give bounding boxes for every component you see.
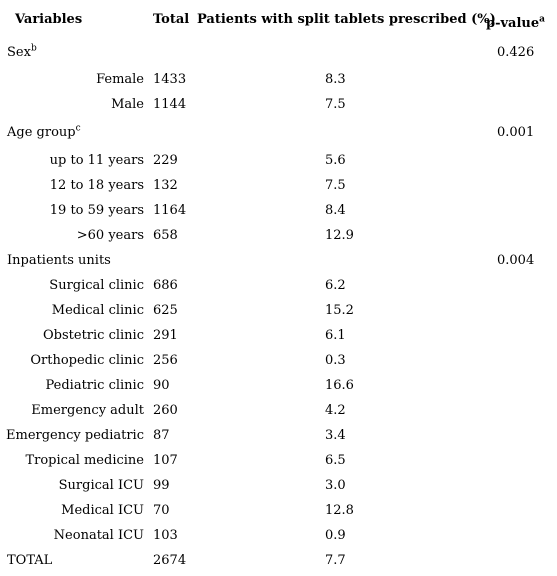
row-label: 12 to 18 years <box>49 178 144 193</box>
row-label: up to 11 years <box>49 153 144 168</box>
header-total: Total <box>153 12 190 27</box>
row-total: 686 <box>153 278 178 293</box>
row-total: 658 <box>153 228 178 243</box>
row-total: 90 <box>153 378 170 393</box>
header-pvalue-sup: a <box>539 14 545 25</box>
row-pct: 6.1 <box>325 328 346 343</box>
row-total: 291 <box>153 328 178 343</box>
row-label: >60 years <box>76 228 144 243</box>
row-label: Surgical ICU <box>58 478 144 493</box>
row-pct: 3.4 <box>325 428 346 443</box>
pvalue-units: 0.004 <box>497 253 535 268</box>
row-total: 256 <box>153 353 178 368</box>
row-label: Female <box>96 72 144 87</box>
row-pct: 6.5 <box>325 453 346 468</box>
row-total: 229 <box>153 153 178 168</box>
row-pct: 6.2 <box>325 278 346 293</box>
row-label: Orthopedic clinic <box>30 353 144 368</box>
row-total: 103 <box>153 528 178 543</box>
header-pct: Patients with split tablets prescribed (… <box>197 12 496 27</box>
section-title-sex: Sexb <box>7 44 37 61</box>
row-label: Obstetric clinic <box>43 328 144 343</box>
row-label: Neonatal ICU <box>53 528 144 543</box>
total-row-label: TOTAL <box>7 553 53 568</box>
row-pct: 8.4 <box>325 203 346 218</box>
row-total: 99 <box>153 478 170 493</box>
pvalue-sex: 0.426 <box>497 45 535 60</box>
row-pct: 3.0 <box>325 478 346 493</box>
header-pvalue: p-valuea <box>486 14 545 31</box>
total-row-total: 2674 <box>153 553 187 568</box>
row-label: Male <box>111 97 144 112</box>
row-pct: 5.6 <box>325 153 346 168</box>
row-total: 87 <box>153 428 170 443</box>
row-pct: 15.2 <box>325 303 354 318</box>
section-title-text: Sex <box>7 45 31 60</box>
row-label: Pediatric clinic <box>45 378 144 393</box>
row-total: 132 <box>153 178 178 193</box>
row-label: 19 to 59 years <box>49 203 144 218</box>
section-title-text: Age group <box>7 125 76 140</box>
section-title-sup: b <box>30 43 37 54</box>
row-pct: 12.9 <box>325 228 354 243</box>
row-pct: 0.3 <box>325 353 346 368</box>
row-label: Medical ICU <box>61 503 144 518</box>
row-pct: 8.3 <box>325 72 346 87</box>
row-pct: 0.9 <box>325 528 346 543</box>
row-total: 260 <box>153 403 178 418</box>
row-pct: 16.6 <box>325 378 354 393</box>
row-pct: 7.5 <box>325 178 346 193</box>
row-label: Medical clinic <box>51 303 144 318</box>
row-pct: 7.5 <box>325 97 346 112</box>
row-total: 1164 <box>153 203 187 218</box>
row-total: 107 <box>153 453 178 468</box>
row-pct: 4.2 <box>325 403 346 418</box>
row-total: 1144 <box>153 97 187 112</box>
row-total: 1433 <box>153 72 187 87</box>
row-label: Surgical clinic <box>49 278 144 293</box>
row-label: Tropical medicine <box>25 453 144 468</box>
row-total: 70 <box>153 503 170 518</box>
row-pct: 12.8 <box>325 503 354 518</box>
row-label: Emergency pediatric <box>6 428 144 443</box>
total-row-pct: 7.7 <box>325 553 346 568</box>
row-total: 625 <box>153 303 178 318</box>
section-title-age: Age groupc <box>7 124 81 141</box>
pvalue-age: 0.001 <box>497 125 535 140</box>
header-pvalue-text: p-value <box>486 16 540 31</box>
section-title-units: Inpatients units <box>7 253 111 268</box>
row-label: Emergency adult <box>31 403 144 418</box>
header-variables: Variables <box>15 12 83 27</box>
section-title-sup: c <box>75 123 81 134</box>
